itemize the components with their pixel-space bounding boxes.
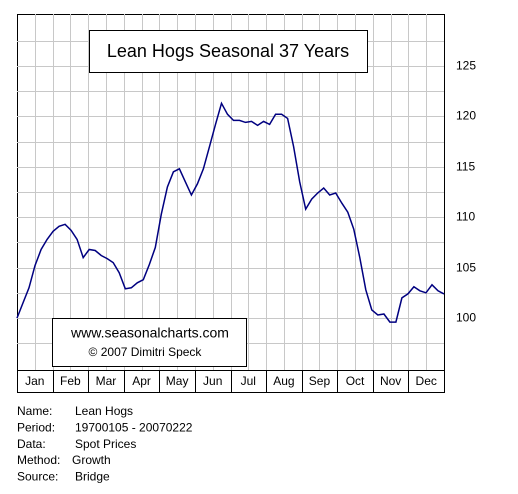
x-tick-label: Dec — [416, 374, 437, 388]
info-value: Bridge — [75, 469, 110, 483]
x-tick-label: Jul — [241, 374, 256, 388]
y-tick-label: 105 — [456, 261, 476, 275]
x-tick-label: Nov — [380, 374, 401, 388]
x-tick-label: Apr — [132, 374, 151, 388]
y-tick-label: 110 — [456, 210, 475, 224]
info-label: Period: — [17, 420, 55, 434]
x-tick-label: Oct — [346, 374, 365, 388]
x-tick-label: Jan — [25, 374, 44, 388]
watermark: © 2007 Dimitri Speck — [89, 345, 203, 359]
info-label: Source: — [17, 469, 58, 483]
info-label: Data: — [17, 437, 46, 451]
info-value: Growth — [72, 453, 111, 467]
info-value: 19700105 - 20070222 — [75, 420, 193, 434]
y-tick-label: 125 — [456, 59, 476, 73]
x-tick-label: Sep — [309, 374, 331, 388]
x-tick-label: Feb — [60, 374, 81, 388]
y-tick-label: 120 — [456, 109, 476, 123]
x-tick-label: Jun — [203, 374, 222, 388]
watermark: www.seasonalcharts.com — [70, 325, 229, 341]
info-value: Spot Prices — [75, 437, 136, 451]
info-label: Name: — [17, 404, 52, 418]
info-value: Lean Hogs — [75, 404, 133, 418]
watermark-box — [52, 318, 247, 367]
chart-title: Lean Hogs Seasonal 37 Years — [107, 41, 349, 61]
title-box — [89, 30, 368, 73]
info-label: Method: — [17, 453, 60, 467]
x-tick-label: Aug — [273, 374, 294, 388]
x-tick-label: Mar — [96, 374, 117, 388]
data-line — [16, 101, 445, 323]
x-tick-label: May — [166, 374, 189, 388]
y-tick-label: 100 — [456, 311, 476, 325]
y-tick-label: 115 — [456, 160, 475, 174]
